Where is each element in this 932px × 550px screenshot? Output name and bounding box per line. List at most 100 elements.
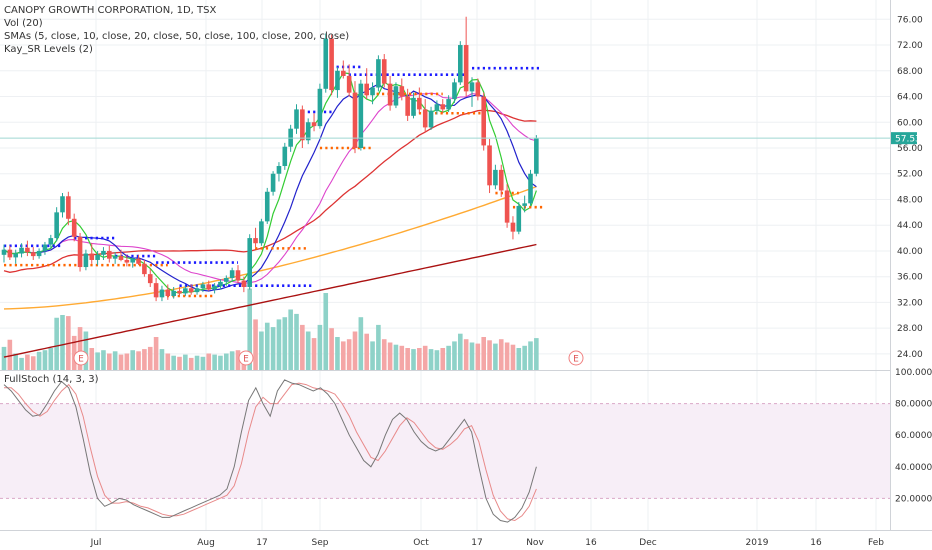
candle — [417, 97, 422, 110]
candle — [335, 70, 340, 91]
candle — [42, 244, 48, 251]
volume-bar — [393, 344, 399, 370]
candle — [428, 110, 434, 128]
candle — [188, 288, 194, 293]
candle — [177, 290, 182, 294]
candle — [212, 285, 217, 290]
time-tick-label: Jul — [90, 538, 102, 548]
candle — [452, 82, 457, 100]
volume-bar — [177, 356, 182, 370]
earnings-marker: E — [568, 350, 584, 366]
volume-bar — [101, 350, 106, 370]
time-tick-label: Feb — [868, 538, 884, 548]
candle — [229, 270, 235, 278]
vol-indicator-label[interactable]: Vol (20) — [4, 18, 43, 29]
stoch-tick-label: 100.0000 — [895, 368, 932, 378]
candle — [481, 96, 486, 146]
price-tick-label: 36.00 — [897, 273, 923, 283]
candle — [422, 109, 428, 128]
price-tick-label: 56.00 — [897, 144, 923, 154]
candle — [7, 249, 13, 258]
sma-indicator-label[interactable]: SMAs (5, close, 10, close, 20, close, 50… — [4, 31, 350, 42]
volume-bar — [142, 349, 147, 370]
volume-bar — [522, 345, 527, 370]
candle — [300, 109, 305, 141]
stoch-d-line — [4, 382, 537, 522]
candle — [434, 104, 440, 111]
candle — [504, 190, 510, 223]
volume-bar — [305, 331, 311, 370]
candle — [329, 38, 334, 91]
volume-bar — [317, 324, 323, 370]
candle — [89, 253, 95, 260]
volume-bar — [118, 354, 124, 370]
volume-bar — [200, 356, 206, 370]
candle — [498, 169, 504, 191]
price-tick-label: 64.00 — [897, 93, 923, 103]
time-tick-label: 17 — [471, 538, 482, 548]
volume-bar — [487, 340, 492, 370]
price-tick-label: 44.00 — [897, 221, 923, 231]
volume-bar — [212, 354, 217, 370]
last-price-tag — [891, 132, 917, 145]
volume-bar — [153, 337, 159, 370]
volume-bar — [463, 339, 469, 370]
candle — [411, 97, 416, 116]
price-tick-label: 68.00 — [897, 67, 923, 77]
price-tick-label: 72.00 — [897, 41, 923, 51]
stoch-pane — [0, 379, 890, 523]
volume-bar — [282, 317, 288, 370]
price-tick-label: 28.00 — [897, 324, 923, 334]
volume-bar — [36, 351, 42, 370]
candle — [159, 289, 165, 298]
volume-bar — [311, 338, 317, 370]
candle — [458, 45, 463, 83]
kay-sr-indicator-label[interactable]: Kay_SR Levels (2) — [4, 44, 93, 55]
volume-bar — [358, 317, 364, 370]
sma200-line — [3, 243, 537, 358]
candle — [218, 281, 223, 286]
stoch-tick-label: 80.0000 — [895, 400, 932, 410]
time-tick-label: Oct — [413, 538, 429, 548]
candle — [107, 250, 112, 259]
candle — [19, 247, 24, 254]
time-tick-label: Aug — [197, 538, 215, 548]
volume-bar — [276, 319, 282, 370]
volume-bar — [498, 339, 504, 370]
volume-bar — [264, 322, 270, 370]
volume-bar — [159, 349, 165, 370]
time-tick-label: 16 — [585, 538, 597, 548]
candle — [376, 59, 381, 88]
volume-bar — [376, 324, 381, 370]
volume-bar — [300, 324, 305, 370]
candle — [469, 82, 475, 92]
candle — [516, 205, 522, 232]
chart-legend: CANOPY GROWTH CORPORATION, 1D, TSX Vol (… — [4, 4, 349, 56]
volume-bar — [341, 341, 346, 370]
candle — [165, 289, 171, 296]
volume-bar — [352, 331, 358, 370]
chart-title: CANOPY GROWTH CORPORATION, 1D, TSX — [4, 5, 217, 16]
candle — [393, 86, 399, 106]
volume-bar — [381, 339, 387, 370]
volume-bar — [534, 338, 539, 370]
price-axis-bg — [890, 0, 932, 550]
stoch-indicator-label[interactable]: FullStoch (14, 3, 3) — [4, 374, 99, 385]
candle — [305, 122, 311, 141]
volume-bar — [469, 342, 475, 370]
price-tick-label: 48.00 — [897, 195, 923, 205]
candle — [522, 203, 527, 206]
candle — [387, 83, 393, 106]
candle — [83, 253, 89, 268]
candle — [317, 88, 323, 127]
time-tick-label: Dec — [639, 538, 656, 548]
sma20-line — [3, 92, 537, 285]
candle — [528, 173, 533, 204]
candle — [282, 146, 288, 167]
stoch-tick-label: 20.0000 — [895, 494, 932, 504]
volume-bar — [411, 349, 416, 370]
candle — [171, 290, 176, 296]
candle — [294, 109, 299, 129]
earnings-label: E — [78, 355, 84, 365]
